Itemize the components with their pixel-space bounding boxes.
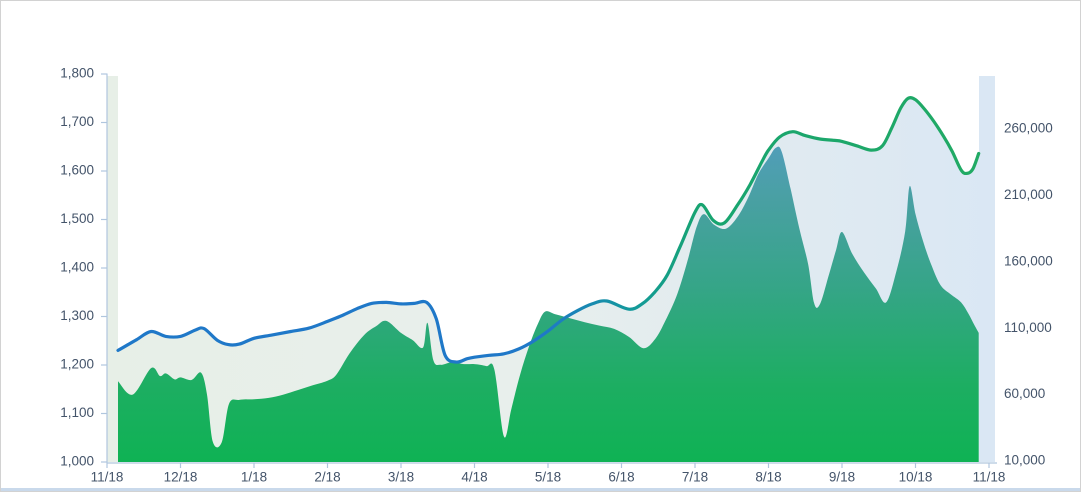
left-axis-label: 1,100 [60,405,94,420]
x-axis-label: 10/18 [899,470,933,485]
bottom-edge-line [1,488,1080,491]
volume-area-series [118,146,979,463]
x-axis-label: 1/18 [241,470,267,485]
right-axis-label: 110,000 [1004,320,1052,335]
x-axis-label: 2/18 [314,470,340,485]
right-axis-label: 10,000 [1004,453,1045,468]
left-axis-label: 1,300 [60,308,94,323]
x-axis-label: 3/18 [388,470,414,485]
x-axis-label: 8/18 [755,470,781,485]
right-axis-label: 260,000 [1004,121,1053,136]
left-axis-label: 1,000 [60,454,94,469]
x-axis-label: 5/18 [535,470,561,485]
price-line-series [116,96,981,364]
left-axis-label: 1,800 [60,66,94,81]
x-axis-label: 7/18 [682,470,708,485]
left-axis-label: 1,500 [60,211,94,226]
left-axis-label: 1,700 [60,114,94,129]
x-axis-label: 4/18 [461,470,487,485]
right-axis-label: 160,000 [1004,253,1053,268]
x-axis-label: 9/18 [829,470,855,485]
right-axis-label: 210,000 [1004,187,1053,202]
x-axis-label: 11/18 [91,470,124,485]
left-axis-label: 1,600 [60,163,94,178]
x-axis-label: 6/18 [608,470,634,485]
right-axis-label: 60,000 [1004,386,1045,401]
x-axis-label: 11/18 [973,470,1006,485]
x-axis-label: 12/18 [164,470,198,485]
left-axis-label: 1,200 [60,357,94,372]
left-axis-label: 1,400 [60,260,94,275]
